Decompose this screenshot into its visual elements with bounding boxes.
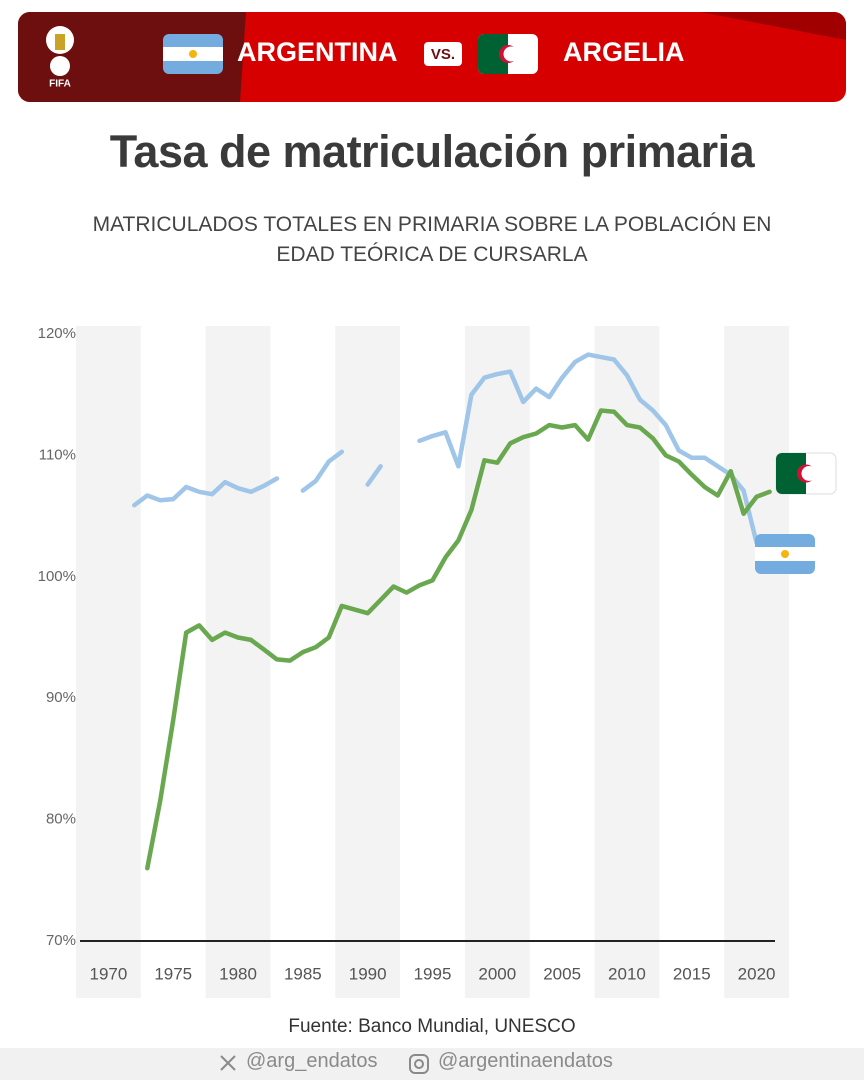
- x-tick-label: 2015: [673, 964, 711, 983]
- x-tick-label: 1970: [89, 964, 127, 983]
- y-tick-label: 90%: [46, 689, 76, 706]
- instagram-icon: [409, 1054, 429, 1074]
- twitter-handle: @arg_endatos: [246, 1050, 378, 1072]
- flag-algeria-end: [775, 452, 837, 495]
- x-icon: [220, 1055, 236, 1071]
- instagram-handle: @argentinaendatos: [438, 1050, 613, 1072]
- y-tick-label: 120%: [38, 325, 76, 342]
- header-banner: FIFA ARGENTINA VS. ARGELIA: [18, 12, 846, 102]
- x-tick-label: 1975: [154, 964, 192, 983]
- fifa-logo: FIFA: [46, 26, 74, 90]
- chart-subtitle: MATRICULADOS TOTALES EN PRIMARIA SOBRE L…: [92, 213, 772, 266]
- band: [335, 326, 401, 998]
- band: [724, 326, 789, 998]
- vs-box: [424, 42, 462, 66]
- x-tick-label: 2005: [543, 964, 581, 983]
- team1: ARGENTINA: [237, 37, 398, 67]
- y-tick-label: 70%: [46, 932, 76, 949]
- band: [205, 326, 271, 998]
- flag-algeria: [478, 34, 538, 74]
- x-tick-label: 1980: [219, 964, 257, 983]
- x-tick-label: 2020: [738, 964, 776, 983]
- vs: VS.: [431, 46, 455, 63]
- flag-argentina-end: [755, 534, 815, 574]
- x-tick-label: 2010: [608, 964, 646, 983]
- x-tick-label: 1985: [284, 964, 322, 983]
- y-tick-label: 100%: [38, 568, 76, 585]
- x-tick-label: 1995: [414, 964, 452, 983]
- y-tick-label: 80%: [46, 811, 76, 828]
- series-line: [145, 408, 772, 871]
- flag-argentina: [163, 34, 223, 74]
- x-tick-label: 1990: [349, 964, 387, 983]
- footer-bar: [0, 1048, 864, 1080]
- banner-accent: [700, 12, 846, 40]
- team2: ARGELIA: [563, 37, 685, 67]
- x-tick-label: 2000: [478, 964, 516, 983]
- band: [594, 326, 660, 998]
- chart: 1970 1975 1980 1985 1990 1995 2000 2005 2010 2015…: [38, 325, 837, 998]
- y-tick-label: 110%: [39, 446, 76, 463]
- source: Fuente: Banco Mundial, UNESCO: [288, 1016, 576, 1037]
- logo-text: FIFA: [49, 79, 71, 90]
- chart-title: Tasa de matriculación primaria: [109, 126, 755, 177]
- band: [76, 326, 141, 998]
- series-line: [132, 352, 759, 546]
- band: [464, 326, 530, 998]
